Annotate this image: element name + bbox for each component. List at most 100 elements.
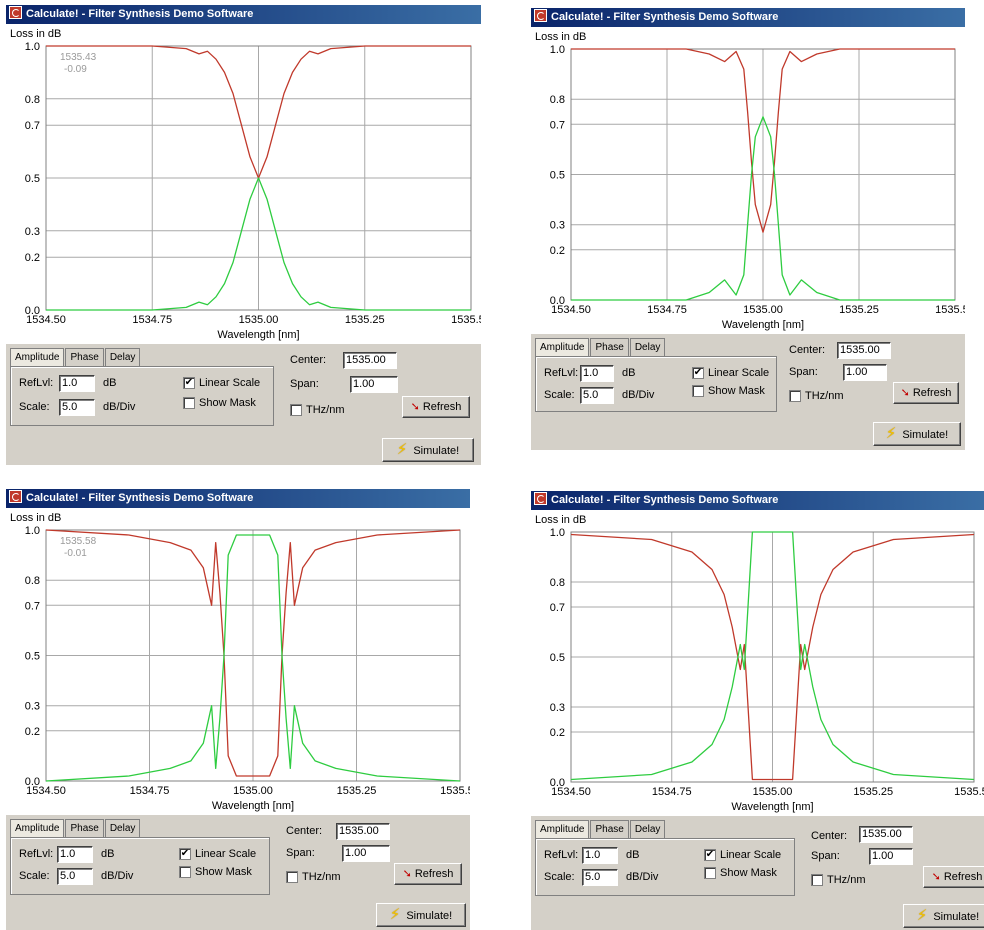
simulate-button[interactable]: ⚡ Simulate! bbox=[903, 904, 984, 928]
scale-input[interactable]: 5.0 bbox=[582, 869, 618, 886]
app-icon bbox=[9, 6, 22, 19]
y-tick-label: 0.3 bbox=[550, 702, 565, 714]
tab-phase[interactable]: Phase bbox=[65, 819, 104, 837]
center-label: Center: bbox=[286, 825, 323, 837]
tab-strip: Amplitude Phase Delay bbox=[10, 819, 141, 837]
y-tick-label: 1.0 bbox=[25, 525, 40, 537]
plot-area[interactable]: Loss in dB 1534.50 1534.75 1535.00 1535.25 15… bbox=[531, 510, 984, 816]
title-bar[interactable]: Calculate! - Filter Synthesis Demo Softw… bbox=[531, 8, 965, 27]
tab-amplitude[interactable]: Amplitude bbox=[535, 820, 590, 838]
x-tick-label: 1535.00 bbox=[743, 304, 783, 316]
linear-scale-checkbox[interactable]: ✔ bbox=[704, 849, 716, 861]
reflvl-input[interactable]: 1.0 bbox=[59, 375, 95, 392]
simulate-button[interactable]: ⚡ Simulate! bbox=[873, 422, 961, 446]
scale-input[interactable]: 5.0 bbox=[59, 399, 95, 416]
tab-strip: Amplitude Phase Delay bbox=[535, 338, 666, 356]
linear-scale-label: Linear Scale bbox=[199, 377, 261, 389]
y-tick-label: 0.3 bbox=[25, 226, 40, 238]
y-tick-label: 0.5 bbox=[550, 170, 565, 182]
refresh-button[interactable]: ➘ Refresh bbox=[893, 382, 959, 404]
thz-nm-checkbox[interactable] bbox=[290, 404, 302, 416]
tab-strip: Amplitude Phase Delay bbox=[10, 348, 141, 366]
reflvl-unit: dB bbox=[101, 848, 115, 860]
show-mask-checkbox[interactable] bbox=[183, 397, 195, 409]
span-input[interactable]: 1.00 bbox=[342, 845, 390, 862]
tab-delay[interactable]: Delay bbox=[629, 820, 666, 838]
x-axis-label: Wavelength [nm] bbox=[212, 800, 294, 812]
show-mask-checkbox[interactable] bbox=[179, 866, 191, 878]
show-mask-checkbox[interactable] bbox=[692, 385, 704, 397]
reflvl-input[interactable]: 1.0 bbox=[582, 847, 618, 864]
thz-nm-checkbox[interactable] bbox=[286, 871, 298, 883]
title-bar[interactable]: Calculate! - Filter Synthesis Demo Softw… bbox=[6, 489, 470, 508]
span-input[interactable]: 1.00 bbox=[350, 376, 398, 393]
app-icon bbox=[9, 490, 22, 503]
tab-phase[interactable]: Phase bbox=[65, 348, 104, 366]
tab-amplitude[interactable]: Amplitude bbox=[10, 819, 65, 837]
center-input[interactable]: 1535.00 bbox=[336, 823, 390, 840]
center-label: Center: bbox=[811, 830, 848, 842]
center-input[interactable]: 1535.00 bbox=[859, 826, 913, 843]
thz-nm-checkbox[interactable] bbox=[811, 874, 823, 886]
scale-input[interactable]: 5.0 bbox=[57, 868, 93, 885]
scale-unit: dB/Div bbox=[622, 389, 655, 401]
plot-frame bbox=[45, 529, 461, 782]
tab-amplitude[interactable]: Amplitude bbox=[10, 348, 65, 366]
x-tick-label: 1534.50 bbox=[26, 314, 66, 326]
tab-phase[interactable]: Phase bbox=[590, 820, 629, 838]
refresh-arrow-icon: ➘ bbox=[410, 401, 420, 413]
reflvl-input[interactable]: 1.0 bbox=[580, 365, 614, 382]
linear-scale-checkbox[interactable]: ✔ bbox=[183, 377, 195, 389]
x-axis-label: Wavelength [nm] bbox=[731, 801, 813, 813]
tab-phase[interactable]: Phase bbox=[590, 338, 629, 356]
y-tick-label: 1.0 bbox=[550, 44, 565, 56]
refresh-button-label: Refresh bbox=[414, 868, 454, 880]
series-line-transmission bbox=[46, 177, 471, 311]
refresh-arrow-icon: ➘ bbox=[402, 868, 412, 880]
refresh-button[interactable]: ➘ Refresh bbox=[923, 866, 984, 888]
plot-area[interactable]: Loss in dB 1534.50 1534.75 1535.00 1535.25 15… bbox=[6, 24, 481, 344]
refresh-button[interactable]: ➘ Refresh bbox=[402, 396, 470, 418]
span-input[interactable]: 1.00 bbox=[869, 848, 913, 865]
x-tick-label: 1534.50 bbox=[26, 785, 66, 797]
tab-delay[interactable]: Delay bbox=[104, 819, 141, 837]
center-input[interactable]: 1535.00 bbox=[837, 342, 891, 359]
y-tick-label: 0.3 bbox=[25, 701, 40, 713]
y-tick-label: 0.7 bbox=[25, 600, 40, 612]
center-input[interactable]: 1535.00 bbox=[343, 352, 397, 369]
x-tick-label: 1534.75 bbox=[132, 314, 172, 326]
refresh-arrow-icon: ➘ bbox=[931, 871, 941, 883]
refresh-button[interactable]: ➘ Refresh bbox=[394, 863, 462, 885]
linear-scale-label: Linear Scale bbox=[720, 849, 782, 861]
simulate-button[interactable]: ⚡ Simulate! bbox=[376, 903, 466, 927]
title-bar[interactable]: Calculate! - Filter Synthesis Demo Softw… bbox=[531, 491, 984, 510]
thz-nm-checkbox[interactable] bbox=[789, 390, 801, 402]
tab-amplitude[interactable]: Amplitude bbox=[535, 338, 590, 356]
tab-delay[interactable]: Delay bbox=[629, 338, 666, 356]
x-tick-label: 1535.50 bbox=[935, 304, 965, 316]
x-axis-label: Wavelength [nm] bbox=[217, 329, 299, 341]
simulate-button[interactable]: ⚡ Simulate! bbox=[382, 438, 474, 462]
app-icon bbox=[534, 492, 547, 505]
y-tick-label: 0.0 bbox=[550, 295, 565, 307]
reflvl-label: RefLvl: bbox=[19, 377, 54, 389]
x-tick-label: 1535.25 bbox=[345, 314, 385, 326]
span-label: Span: bbox=[286, 847, 315, 859]
plot-frame bbox=[570, 48, 956, 301]
title-bar[interactable]: Calculate! - Filter Synthesis Demo Softw… bbox=[6, 5, 481, 24]
scale-label: Scale: bbox=[544, 389, 575, 401]
x-tick-label: 1535.00 bbox=[233, 785, 273, 797]
span-input[interactable]: 1.00 bbox=[843, 364, 887, 381]
x-tick-label: 1535.25 bbox=[839, 304, 879, 316]
loss-chart: Loss in dB 1534.50 1534.75 1535.00 1535.25 15… bbox=[10, 28, 481, 341]
linear-scale-checkbox[interactable]: ✔ bbox=[179, 848, 191, 860]
y-tick-label: 0.8 bbox=[550, 577, 565, 589]
show-mask-checkbox[interactable] bbox=[704, 867, 716, 879]
reflvl-input[interactable]: 1.0 bbox=[57, 846, 93, 863]
y-tick-label: 0.3 bbox=[550, 220, 565, 232]
linear-scale-checkbox[interactable]: ✔ bbox=[692, 367, 704, 379]
plot-area[interactable]: Loss in dB 1534.50 1534.75 1535.00 1535.25 15… bbox=[6, 508, 470, 815]
tab-delay[interactable]: Delay bbox=[104, 348, 141, 366]
scale-input[interactable]: 5.0 bbox=[580, 387, 614, 404]
plot-area[interactable]: Loss in dB 1534.50 1534.75 1535.00 1535.25 15… bbox=[531, 27, 965, 334]
